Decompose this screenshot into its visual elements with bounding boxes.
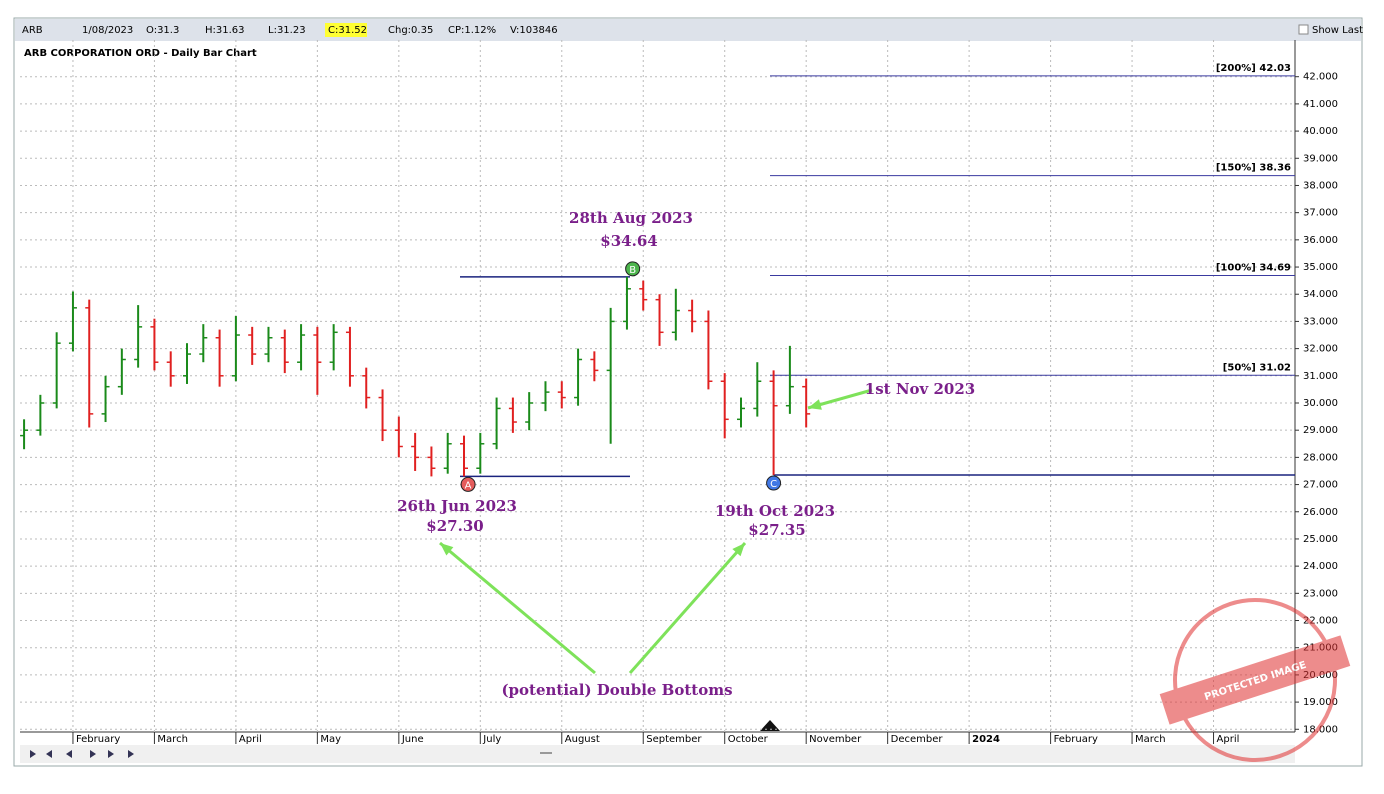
y-tick-label: 25.000: [1303, 534, 1338, 545]
point-label: B: [629, 265, 636, 276]
y-tick-label: 39.000: [1303, 153, 1338, 164]
y-tick-label: 38.000: [1303, 180, 1338, 191]
annotation: 19th Oct 2023: [715, 502, 835, 520]
y-tick-label: 18.000: [1303, 724, 1338, 735]
point-marker: [460, 476, 476, 492]
point-label: A: [465, 480, 472, 491]
nav-bar: [20, 745, 1295, 763]
annotation: $27.30: [426, 517, 483, 535]
y-tick-label: 31.000: [1303, 371, 1338, 382]
chart-title: ARB CORPORATION ORD - Daily Bar Chart: [24, 48, 257, 59]
x-tick-label: September: [646, 734, 702, 745]
x-tick-label: July: [482, 734, 501, 745]
x-tick-label: April: [1217, 734, 1240, 745]
x-tick-label: June: [401, 734, 424, 745]
y-tick-label: 26.000: [1303, 507, 1338, 518]
y-tick-label: 34.000: [1303, 289, 1338, 300]
y-tick-label: 28.000: [1303, 452, 1338, 463]
level-label: [200%] 42.03: [1216, 63, 1291, 74]
arrow: [439, 541, 596, 675]
annotation: 28th Aug 2023: [569, 209, 693, 227]
y-tick-label: 24.000: [1303, 561, 1338, 572]
arrow-head: [808, 399, 822, 410]
arrow-head: [440, 543, 454, 556]
y-tick-label: 36.000: [1303, 235, 1338, 246]
change: Chg:0.35: [388, 25, 433, 36]
change-pct: CP:1.12%: [448, 25, 496, 36]
checkbox[interactable]: [1298, 24, 1309, 35]
open: O:31.3: [146, 25, 179, 36]
y-tick-label: 22.000: [1303, 616, 1338, 627]
x-tick-label: 2024: [972, 734, 1000, 745]
y-tick-label: 40.000: [1303, 126, 1338, 137]
y-tick-label: 41.000: [1303, 99, 1338, 110]
annotation: $27.35: [748, 521, 805, 539]
level-label: [100%] 34.69: [1216, 262, 1291, 273]
x-tick-label: March: [157, 734, 187, 745]
low: L:31.23: [268, 25, 306, 36]
x-tick-label: November: [809, 734, 862, 745]
point-marker: [625, 261, 641, 277]
arrow-head: [732, 543, 745, 557]
x-tick-label: April: [239, 734, 262, 745]
y-tick-label: 27.000: [1303, 480, 1338, 491]
symbol: ARB: [22, 25, 43, 36]
close-highlight: [325, 23, 367, 37]
annotation: $34.64: [600, 232, 657, 250]
annotation: 1st Nov 2023: [865, 380, 975, 398]
annotation: (potential) Double Bottoms: [501, 681, 732, 699]
y-tick-label: 29.000: [1303, 425, 1338, 436]
close: C:31.52: [328, 25, 367, 36]
show-last[interactable]: Show Last: [1312, 25, 1363, 36]
y-tick-label: 23.000: [1303, 588, 1338, 599]
y-tick-label: 33.000: [1303, 316, 1338, 327]
x-tick-label: May: [320, 734, 341, 745]
y-tick-label: 37.000: [1303, 208, 1338, 219]
frame: [13, 17, 1363, 767]
stamp-band: [1159, 635, 1351, 725]
x-tick-label: December: [891, 734, 944, 745]
annotation: 26th Jun 2023: [397, 497, 517, 515]
y-tick-label: 19.000: [1303, 697, 1338, 708]
level-label: [150%] 38.36: [1216, 163, 1291, 174]
y-tick-label: 35.000: [1303, 262, 1338, 273]
x-tick-label: February: [76, 734, 120, 745]
nav-buttons[interactable]: [30, 750, 134, 758]
x-tick-label: October: [728, 734, 769, 745]
x-tick-label: February: [1054, 734, 1098, 745]
date: 1/08/2023: [82, 25, 133, 36]
y-tick-label: 32.000: [1303, 344, 1338, 355]
volume: V:103846: [510, 25, 558, 36]
level-label: [50%] 31.02: [1223, 362, 1291, 373]
x-tick-label: March: [1135, 734, 1165, 745]
point-marker: [766, 475, 782, 491]
y-tick-label: 42.000: [1303, 72, 1338, 83]
arrow: [628, 542, 747, 674]
y-tick-label: 30.000: [1303, 398, 1338, 409]
point-label: C: [770, 479, 777, 490]
scroll-marker: [760, 720, 780, 731]
x-tick-label: August: [565, 734, 600, 745]
high: H:31.63: [205, 25, 245, 36]
